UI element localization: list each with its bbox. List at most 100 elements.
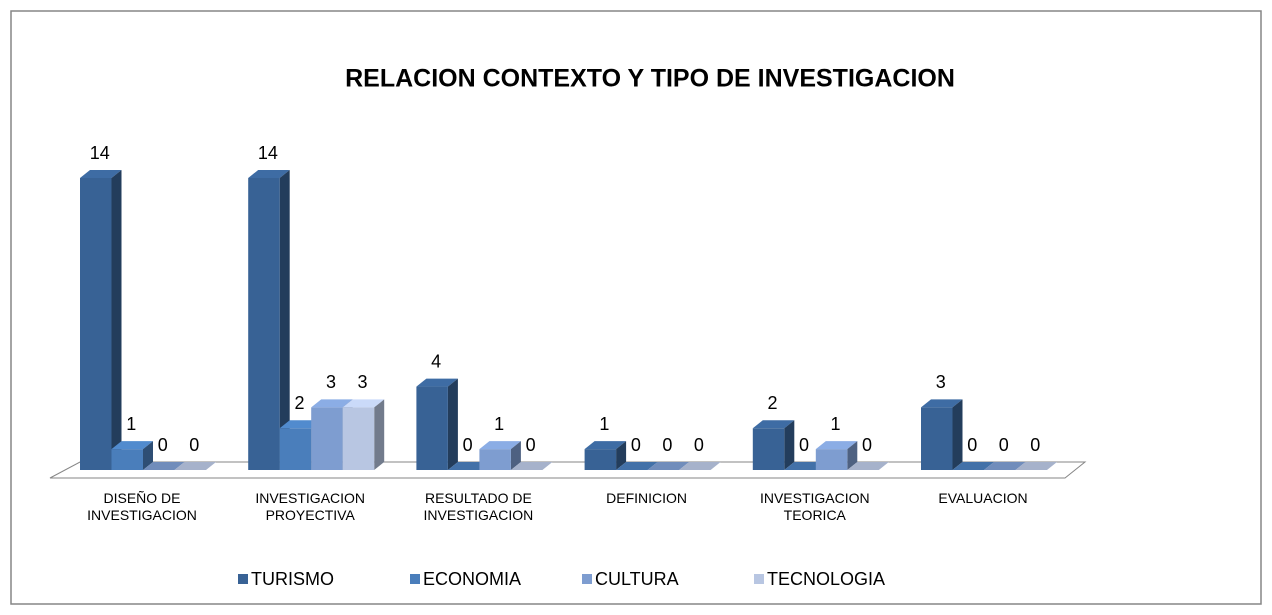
- chart-title: RELACION CONTEXTO Y TIPO DE INVESTIGACIO…: [345, 65, 955, 93]
- bar-top: [80, 170, 122, 178]
- bar: [616, 462, 658, 470]
- bar-top: [111, 441, 153, 450]
- bar-top: [447, 462, 490, 470]
- bar-top: [679, 462, 721, 470]
- bar: [752, 420, 795, 470]
- bar-top: [143, 462, 185, 470]
- x-tick-label: EVALUACION: [938, 490, 1028, 506]
- bar-front: [311, 407, 343, 470]
- value-label: 1: [831, 414, 841, 434]
- bar-side: [784, 420, 795, 470]
- bar-top: [342, 399, 385, 408]
- bar-top: [647, 462, 690, 470]
- bar-top: [510, 462, 553, 470]
- bar: [584, 441, 627, 470]
- legend-label: CULTURA: [595, 569, 679, 589]
- floor: [49, 461, 1087, 479]
- x-tick-label-box: EVALUACION: [938, 490, 1028, 506]
- value-label: 1: [494, 414, 504, 434]
- value-label: 2: [294, 393, 304, 413]
- value-label: 0: [662, 435, 672, 455]
- bar-front: [342, 407, 375, 470]
- bar-front: [479, 449, 511, 470]
- value-label: 0: [694, 435, 704, 455]
- bar: [111, 441, 153, 470]
- value-label: 0: [158, 435, 168, 455]
- bar: [342, 399, 385, 470]
- bar-top: [479, 441, 521, 450]
- x-tick-label: DEFINICION: [606, 490, 688, 506]
- x-tick-label-box: DEFINICION: [606, 490, 688, 506]
- bar-side: [447, 378, 458, 470]
- bar-top: [847, 462, 889, 470]
- bar: [248, 170, 290, 470]
- bar-top: [584, 441, 627, 450]
- x-tick-label: RESULTADO DE INVESTIGACION: [423, 490, 534, 523]
- x-tick-label-box: RESULTADO DE INVESTIGACION: [423, 490, 534, 523]
- value-label: 0: [189, 435, 199, 455]
- x-tick-label-box: DISEÑO DE INVESTIGACION: [87, 490, 197, 523]
- bar-top: [279, 420, 322, 429]
- bar-top: [815, 441, 858, 450]
- value-label: 2: [768, 393, 778, 413]
- bar-top: [1015, 462, 1057, 470]
- bar-top: [311, 399, 353, 408]
- bar-top: [416, 378, 458, 387]
- value-label: 1: [599, 414, 609, 434]
- legend-swatch: [238, 574, 248, 584]
- x-tick-label: INVESTIGACION PROYECTIVA: [255, 490, 366, 523]
- bar-front: [279, 428, 312, 470]
- bar-front: [752, 428, 785, 470]
- value-label: 0: [862, 435, 872, 455]
- bar: [174, 462, 216, 470]
- bar-side: [111, 170, 122, 470]
- bar-top: [984, 462, 1026, 470]
- bar: [1015, 462, 1057, 470]
- bar: [647, 462, 690, 470]
- chart-frame: [10, 10, 1262, 605]
- bar-front: [111, 449, 143, 470]
- value-label: 0: [999, 435, 1009, 455]
- bar: [447, 462, 490, 470]
- bar-top: [921, 399, 963, 408]
- bar: [80, 170, 122, 470]
- bar: [416, 378, 458, 470]
- value-label: 4: [431, 351, 441, 371]
- legend-label: TURISMO: [251, 569, 334, 589]
- legend-label: TECNOLOGIA: [767, 569, 885, 589]
- x-tick-label: INVESTIGACION TEORICA: [759, 490, 870, 523]
- bar-side: [279, 170, 290, 470]
- bar-front: [921, 407, 953, 470]
- bar: [815, 441, 858, 470]
- value-label: 0: [631, 435, 641, 455]
- bar-side: [510, 441, 521, 470]
- value-label: 0: [967, 435, 977, 455]
- value-label: 0: [799, 435, 809, 455]
- bar: [679, 462, 721, 470]
- bar-side: [374, 399, 385, 470]
- value-label: 1: [126, 414, 136, 434]
- legend-swatch: [754, 574, 764, 584]
- value-label: 0: [526, 435, 536, 455]
- bar: [143, 462, 185, 470]
- legend-swatch: [410, 574, 420, 584]
- bar-front: [584, 449, 617, 470]
- bar: [479, 441, 521, 470]
- bar: [784, 462, 826, 470]
- bar-front: [248, 178, 280, 470]
- bar: [952, 462, 994, 470]
- bar-top: [784, 462, 826, 470]
- value-label: 0: [1030, 435, 1040, 455]
- value-label: 3: [936, 372, 946, 392]
- bar-side: [847, 441, 858, 470]
- value-label: 3: [326, 372, 336, 392]
- value-label: 3: [357, 372, 367, 392]
- x-tick-label-box: INVESTIGACION TEORICA: [759, 490, 870, 523]
- bar-front: [815, 449, 848, 470]
- bar: [921, 399, 963, 470]
- bar: [510, 462, 553, 470]
- bar: [847, 462, 889, 470]
- legend-swatch: [582, 574, 592, 584]
- value-label: 0: [463, 435, 473, 455]
